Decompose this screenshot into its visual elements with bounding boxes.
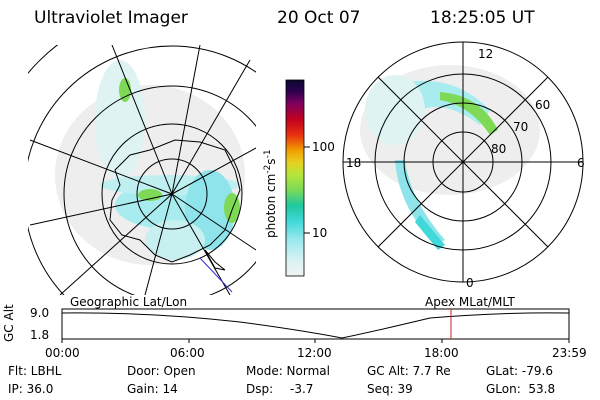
left-map-caption: Geographic Lat/Lon — [70, 295, 188, 309]
status-mode: Mode: Normal — [246, 364, 330, 378]
right-map-caption: Apex MLat/MLT — [425, 295, 515, 309]
xtick-0000: 00:00 — [45, 346, 80, 360]
mlt-label-6: 6 — [577, 156, 585, 170]
instrument-title: Ultraviolet Imager — [34, 8, 188, 28]
mlat-label-80: 80 — [491, 142, 507, 156]
xtick-2359: 23:59 — [552, 346, 587, 360]
status-ip: IP: 36.0 — [8, 382, 54, 396]
mlt-label-12: 12 — [478, 47, 494, 61]
mlat-label-60: 60 — [535, 98, 551, 112]
time-label: 18:25:05 UT — [430, 8, 535, 28]
mlt-label-18: 18 — [346, 156, 362, 170]
xtick-1800: 18:00 — [424, 346, 459, 360]
colorbar-tick-100: 100 — [312, 140, 335, 154]
status-glat: GLat: -79.6 — [486, 364, 553, 378]
status-door: Door: Open — [127, 364, 196, 378]
ytick-top: 9.0 — [30, 306, 50, 320]
status-dsp: Dsp: — [246, 382, 274, 396]
xtick-0600: 06:00 — [170, 346, 205, 360]
status-seq: Seq: 39 — [367, 382, 413, 396]
mlat-label-70: 70 — [513, 120, 529, 134]
status-gc-alt: GC Alt: 7.7 Re — [367, 364, 451, 378]
status-glon: GLon: 53.8 — [486, 382, 556, 396]
date-label: 20 Oct 07 — [277, 8, 361, 28]
status-dsp-value: -3.7 — [290, 382, 314, 396]
ytick-bottom: 1.8 — [30, 328, 50, 342]
timeline-ylabel: GC Alt — [2, 304, 16, 342]
colorbar-tick-10: 10 — [312, 226, 328, 240]
status-filter: Flt: LBHL — [8, 364, 62, 378]
status-gain: Gain: 14 — [127, 382, 178, 396]
xtick-1200: 12:00 — [297, 346, 332, 360]
mlt-label-0: 0 — [466, 276, 474, 290]
